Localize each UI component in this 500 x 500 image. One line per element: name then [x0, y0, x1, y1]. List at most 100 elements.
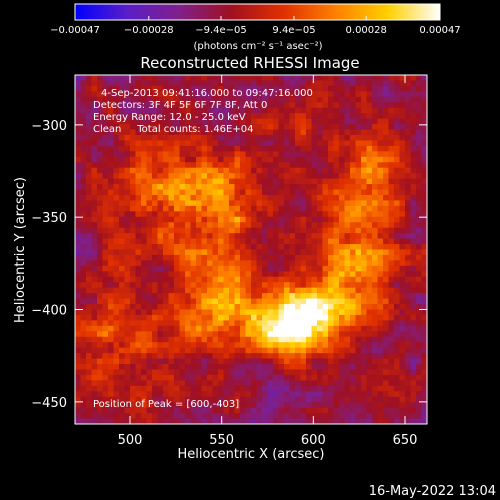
- heatmap-cell: [256, 167, 263, 174]
- heatmap-cell: [240, 75, 246, 81]
- heatmap-cell: [146, 162, 153, 169]
- heatmap-cell: [366, 107, 373, 114]
- heatmap-cell: [405, 282, 411, 289]
- heatmap-cell: [212, 102, 219, 109]
- heatmap-cell: [190, 276, 197, 283]
- heatmap-cell: [179, 184, 186, 190]
- heatmap-cell: [234, 124, 241, 130]
- heatmap-cell: [251, 96, 257, 103]
- heatmap-cell: [196, 298, 202, 305]
- heatmap-cell: [245, 140, 252, 147]
- heatmap-cell: [163, 75, 169, 81]
- heatmap-cell: [372, 314, 378, 321]
- heatmap-cell: [146, 298, 153, 305]
- heatmap-cell: [179, 413, 186, 419]
- heatmap-cell: [229, 167, 235, 174]
- heatmap-cell: [201, 167, 208, 174]
- heatmap-cell: [91, 238, 98, 245]
- heatmap-cell: [344, 407, 351, 414]
- heatmap-cell: [218, 369, 224, 376]
- heatmap-cell: [399, 413, 406, 419]
- heatmap-cell: [207, 320, 213, 327]
- heatmap-cell: [328, 336, 334, 343]
- heatmap-cell: [223, 162, 230, 169]
- heatmap-cell: [295, 380, 301, 387]
- heatmap-cell: [278, 309, 285, 316]
- heatmap-cell: [416, 118, 422, 125]
- heatmap-cell: [306, 309, 312, 316]
- heatmap-cell: [339, 211, 345, 218]
- heatmap-cell: [262, 320, 268, 327]
- heatmap-cell: [256, 189, 263, 196]
- heatmap-cell: [135, 118, 142, 125]
- heatmap-cell: [102, 287, 109, 294]
- heatmap-cell: [240, 276, 246, 283]
- heatmap-cell: [135, 353, 142, 359]
- heatmap-cell: [130, 396, 136, 403]
- heatmap-cell: [163, 271, 169, 278]
- heatmap-cell: [410, 249, 417, 256]
- heatmap-cell: [190, 320, 197, 327]
- heatmap-cell: [102, 189, 109, 196]
- heatmap-cell: [372, 189, 378, 196]
- heatmap-cell: [311, 374, 318, 381]
- heatmap-cell: [311, 145, 318, 152]
- heatmap-cell: [322, 304, 329, 310]
- heatmap-cell: [113, 162, 120, 169]
- heatmap-cell: [405, 85, 411, 92]
- heatmap-cell: [322, 244, 329, 250]
- heatmap-cell: [190, 85, 197, 92]
- heatmap-cell: [245, 260, 252, 267]
- heatmap-cell: [185, 216, 191, 223]
- heatmap-cell: [135, 167, 142, 174]
- heatmap-cell: [366, 211, 373, 218]
- heatmap-cell: [405, 211, 411, 218]
- heatmap-cell: [135, 249, 142, 256]
- heatmap-cell: [152, 151, 158, 158]
- heatmap-cell: [86, 418, 92, 425]
- heatmap-cell: [421, 222, 428, 229]
- heatmap-cell: [251, 102, 257, 109]
- annotation-energy-range: Energy Range: 12.0 - 25.0 keV: [93, 112, 246, 123]
- heatmap-cell: [97, 194, 103, 201]
- heatmap-cell: [146, 369, 153, 376]
- heatmap-cell: [366, 396, 373, 403]
- heatmap-cell: [361, 156, 367, 163]
- heatmap-cell: [421, 151, 428, 158]
- heatmap-cell: [207, 298, 213, 305]
- heatmap-cell: [207, 173, 213, 180]
- heatmap-cell: [240, 140, 246, 147]
- heatmap-cell: [119, 85, 125, 92]
- heatmap-cell: [405, 184, 411, 190]
- heatmap-cell: [245, 102, 252, 109]
- heatmap-cell: [174, 178, 180, 185]
- heatmap-cell: [75, 233, 81, 239]
- heatmap-cell: [102, 222, 109, 229]
- heatmap-cell: [410, 276, 417, 283]
- heatmap-cell: [240, 129, 246, 136]
- heatmap-cell: [130, 298, 136, 305]
- heatmap-cell: [163, 156, 169, 163]
- heatmap-cell: [289, 118, 296, 125]
- heatmap-cell: [355, 314, 362, 321]
- heatmap-cell: [102, 184, 109, 190]
- heatmap-cell: [267, 331, 274, 338]
- heatmap-cell: [141, 347, 147, 354]
- heatmap-cell: [234, 134, 241, 141]
- heatmap-cell: [262, 194, 268, 201]
- heatmap-cell: [223, 331, 230, 338]
- heatmap-cell: [130, 244, 136, 250]
- heatmap-cell: [399, 173, 406, 180]
- heatmap-cell: [273, 162, 279, 169]
- heatmap-cell: [355, 205, 362, 212]
- heatmap-cell: [119, 80, 125, 87]
- heatmap-cell: [300, 91, 307, 98]
- heatmap-cell: [339, 129, 345, 136]
- heatmap-cell: [130, 113, 136, 120]
- heatmap-cell: [366, 216, 373, 223]
- heatmap-cell: [229, 189, 235, 196]
- heatmap-cell: [135, 140, 142, 147]
- heatmap-cell: [311, 91, 318, 98]
- heatmap-cell: [179, 282, 186, 289]
- heatmap-cell: [306, 364, 312, 370]
